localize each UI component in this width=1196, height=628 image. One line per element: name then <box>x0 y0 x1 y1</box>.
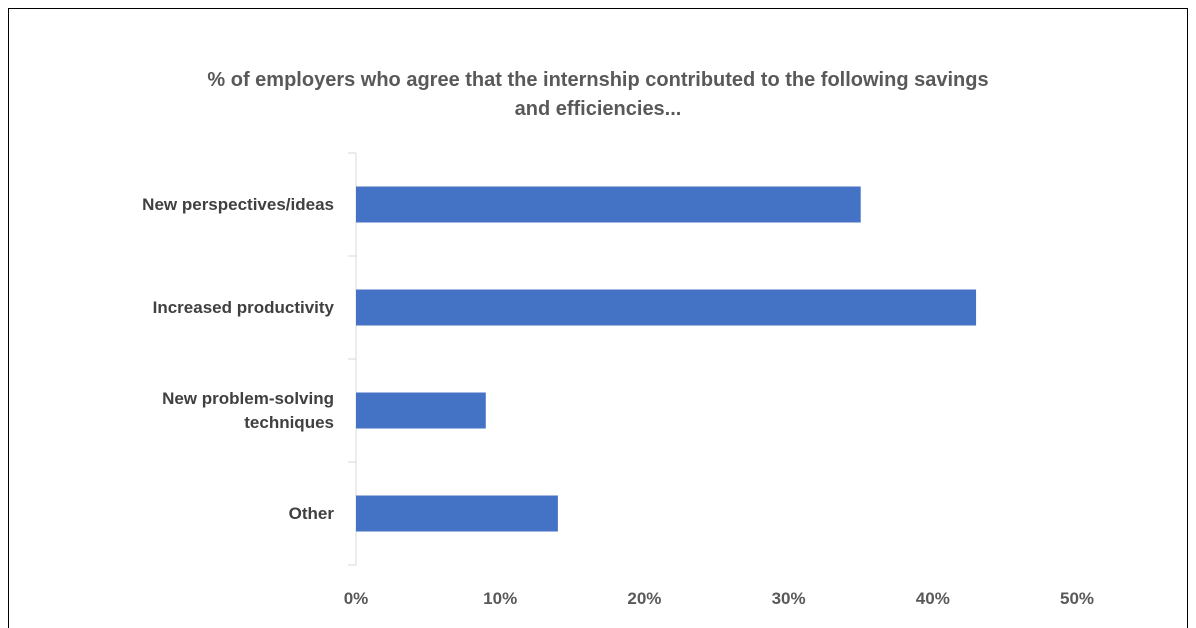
bar <box>356 495 558 532</box>
category-label: Other <box>288 503 334 523</box>
bar <box>356 186 861 223</box>
x-tick-label: 30% <box>772 589 806 608</box>
bar <box>356 392 486 429</box>
category-label: New perspectives/ideas <box>142 194 334 214</box>
x-tick-label: 40% <box>916 589 950 608</box>
category-label: New problem-solving techniques <box>162 388 334 432</box>
category-label: Increased productivity <box>152 297 334 317</box>
x-tick-label: 20% <box>627 589 661 608</box>
x-tick-label: 0% <box>344 589 369 608</box>
x-tick-label: 50% <box>1060 589 1094 608</box>
chart-title-line-1: % of employers who agree that the intern… <box>207 69 989 91</box>
chart-title: % of employers who agree that the intern… <box>0 66 1196 124</box>
chart-title-line-2: and efficiencies... <box>514 98 682 120</box>
x-tick-label: 10% <box>483 589 517 608</box>
bar <box>356 289 977 326</box>
